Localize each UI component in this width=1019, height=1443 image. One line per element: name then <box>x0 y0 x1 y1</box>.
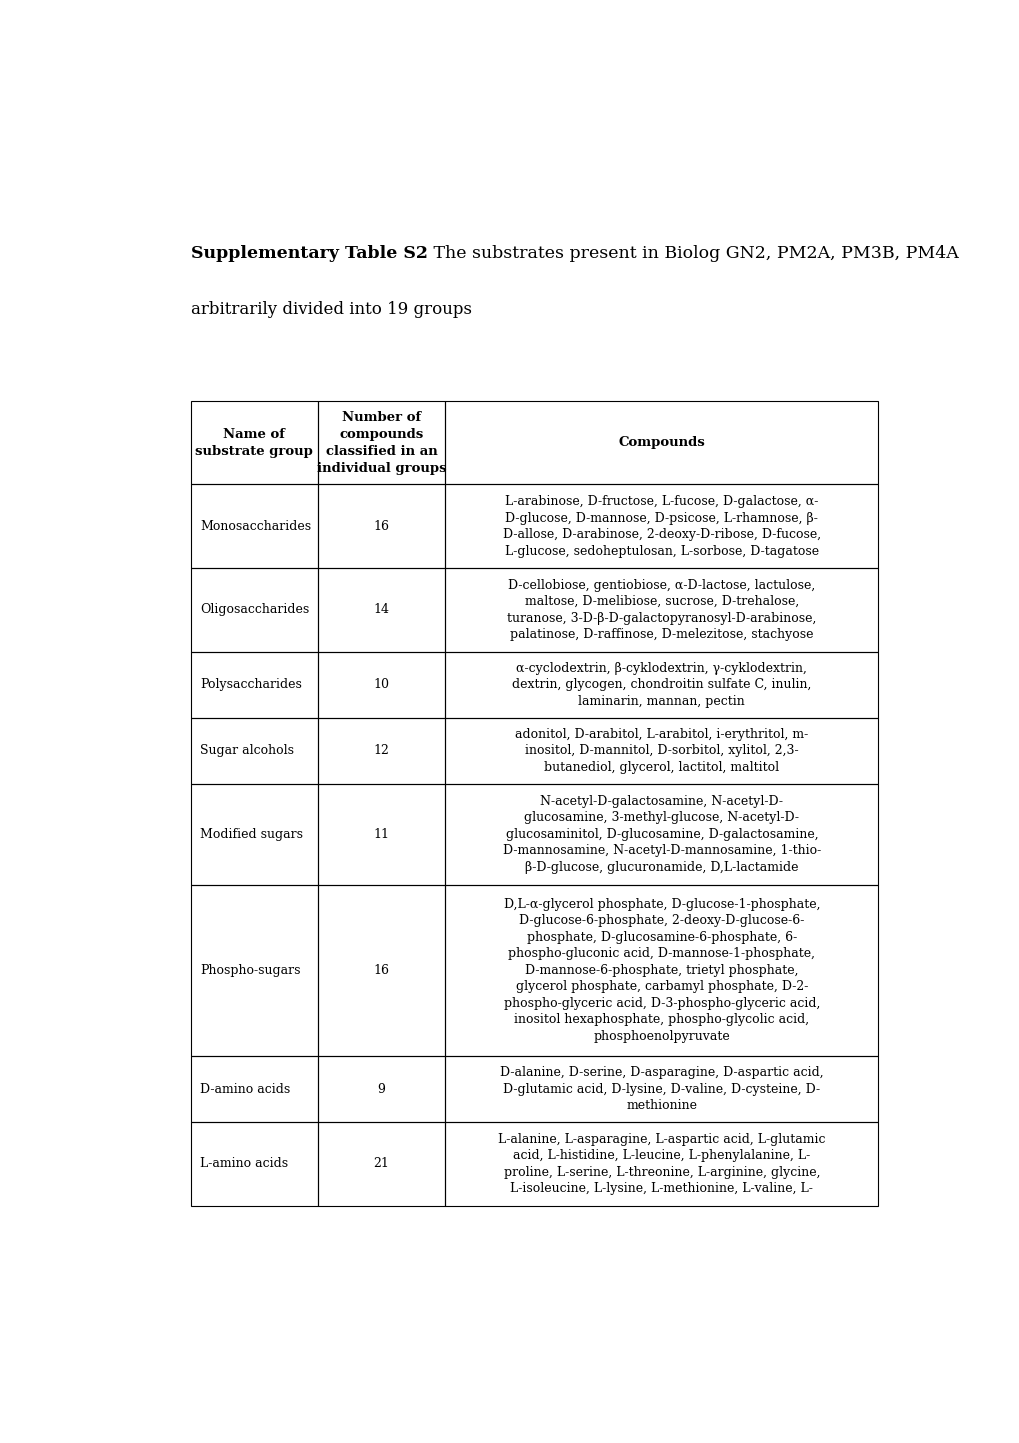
Text: 12: 12 <box>373 745 389 758</box>
Text: α-cyclodextrin, β-cyklodextrin, γ-cyklodextrin,
dextrin, glycogen, chondroitin s: α-cyclodextrin, β-cyklodextrin, γ-cyklod… <box>512 661 811 707</box>
Bar <box>444 652 877 717</box>
Text: Phospho-sugars: Phospho-sugars <box>200 964 301 977</box>
Bar <box>318 1056 444 1123</box>
Bar <box>191 717 318 784</box>
Bar <box>444 569 877 652</box>
Text: N-acetyl-D-galactosamine, N-acetyl-D-
glucosamine, 3-methyl-glucose, N-acetyl-D-: N-acetyl-D-galactosamine, N-acetyl-D- gl… <box>502 795 820 873</box>
Text: D,L-α-glycerol phosphate, D-glucose-1-phosphate,
D-glucose-6-phosphate, 2-deoxy-: D,L-α-glycerol phosphate, D-glucose-1-ph… <box>503 898 819 1043</box>
Text: Modified sugars: Modified sugars <box>200 828 303 841</box>
Bar <box>191 784 318 885</box>
Bar <box>318 401 444 485</box>
Text: 9: 9 <box>377 1082 385 1095</box>
Bar <box>191 1123 318 1205</box>
Bar <box>191 885 318 1056</box>
Text: 14: 14 <box>373 603 389 616</box>
Text: L-amino acids: L-amino acids <box>200 1157 288 1170</box>
Text: Monosaccharides: Monosaccharides <box>200 519 311 532</box>
Text: D-alanine, D-serine, D-asparagine, D-aspartic acid,
D-glutamic acid, D-lysine, D: D-alanine, D-serine, D-asparagine, D-asp… <box>499 1066 823 1113</box>
Bar <box>444 485 877 569</box>
Bar <box>318 569 444 652</box>
Text: L-alanine, L-asparagine, L-aspartic acid, L-glutamic
acid, L-histidine, L-leucin: L-alanine, L-asparagine, L-aspartic acid… <box>497 1133 824 1195</box>
Bar <box>444 401 877 485</box>
Bar <box>191 652 318 717</box>
Text: Oligosaccharides: Oligosaccharides <box>200 603 309 616</box>
Text: 11: 11 <box>373 828 389 841</box>
Bar <box>191 485 318 569</box>
Bar <box>318 485 444 569</box>
Bar <box>444 1056 877 1123</box>
Text: Name of
substrate group: Name of substrate group <box>196 427 313 457</box>
Text: The substrates present in Biolog GN2, PM2A, PM3B, PM4A: The substrates present in Biolog GN2, PM… <box>427 245 958 263</box>
Bar <box>444 885 877 1056</box>
Bar <box>318 717 444 784</box>
Text: 16: 16 <box>373 519 389 532</box>
Bar <box>318 1123 444 1205</box>
Text: arbitrarily divided into 19 groups: arbitrarily divided into 19 groups <box>191 302 471 317</box>
Text: 21: 21 <box>373 1157 389 1170</box>
Text: Supplementary Table S2: Supplementary Table S2 <box>191 245 427 263</box>
Text: D-amino acids: D-amino acids <box>200 1082 290 1095</box>
Text: Polysaccharides: Polysaccharides <box>200 678 302 691</box>
Text: adonitol, D-arabitol, L-arabitol, i-erythritol, m-
inositol, D-mannitol, D-sorbi: adonitol, D-arabitol, L-arabitol, i-eryt… <box>515 727 808 773</box>
Bar <box>191 401 318 485</box>
Bar <box>444 1123 877 1205</box>
Text: L-arabinose, D-fructose, L-fucose, D-galactose, α-
D-glucose, D-mannose, D-psico: L-arabinose, D-fructose, L-fucose, D-gal… <box>502 495 820 557</box>
Bar <box>191 1056 318 1123</box>
Bar <box>444 717 877 784</box>
Text: Number of
compounds
classified in an
individual groups: Number of compounds classified in an ind… <box>317 411 446 475</box>
Text: Compounds: Compounds <box>618 436 704 449</box>
Bar <box>444 784 877 885</box>
Bar <box>318 652 444 717</box>
Text: Sugar alcohols: Sugar alcohols <box>200 745 293 758</box>
Text: 16: 16 <box>373 964 389 977</box>
Text: 10: 10 <box>373 678 389 691</box>
Bar <box>318 784 444 885</box>
Text: D-cellobiose, gentiobiose, α-D-lactose, lactulose,
maltose, D-melibiose, sucrose: D-cellobiose, gentiobiose, α-D-lactose, … <box>506 579 816 641</box>
Bar <box>318 885 444 1056</box>
Bar <box>191 569 318 652</box>
